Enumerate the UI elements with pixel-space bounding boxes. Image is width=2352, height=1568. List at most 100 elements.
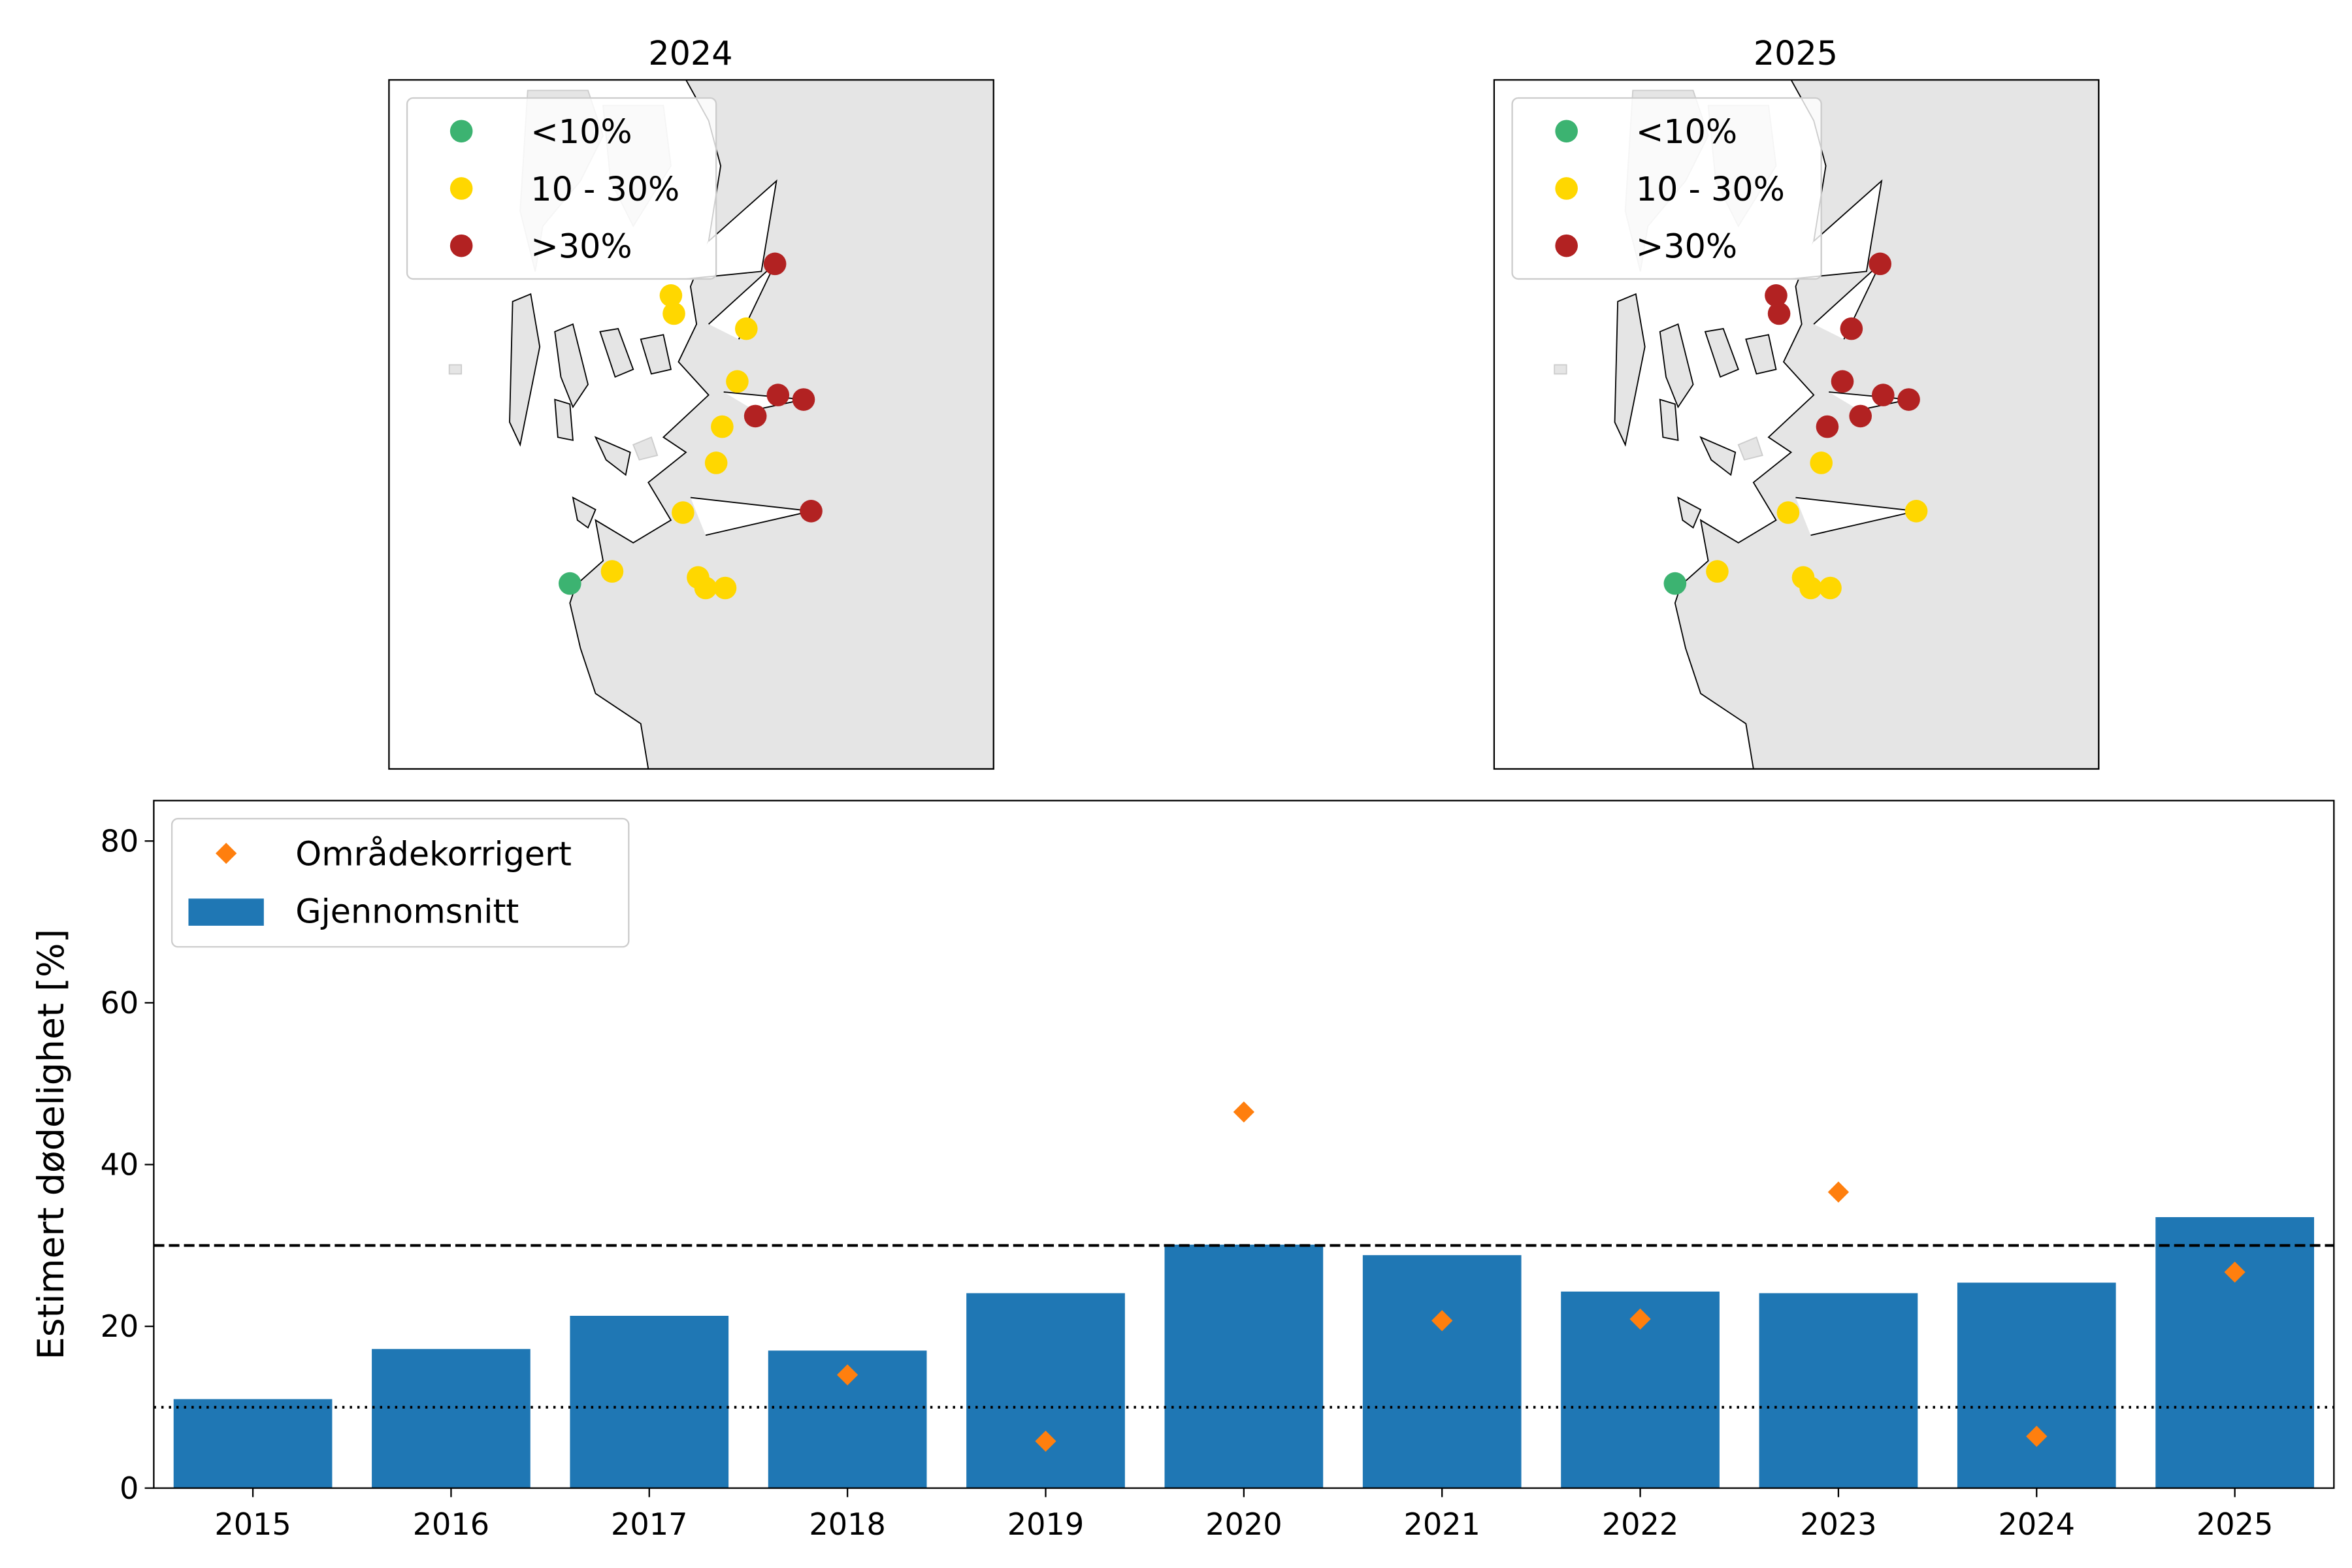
site-marker-R	[1831, 370, 1854, 393]
site-marker-G	[1663, 572, 1687, 595]
bar-2025	[2155, 1217, 2314, 1488]
site-marker-R	[1849, 404, 1872, 428]
site-marker-R	[1816, 415, 1839, 438]
site-marker-R	[1897, 388, 1920, 411]
legend-label: 10 - 30%	[531, 170, 679, 208]
y-tick-label: 20	[101, 1309, 139, 1344]
legend-marker-G	[449, 120, 473, 143]
legend-label: 10 - 30%	[1636, 170, 1785, 208]
bar-2024	[1957, 1282, 2116, 1488]
x-tick-label: 2016	[413, 1507, 489, 1542]
site-marker-R	[1869, 252, 1891, 276]
site-marker-R	[800, 500, 823, 523]
legend-label: Gjennomsnitt	[295, 892, 519, 930]
site-marker-Y	[1819, 576, 1842, 600]
island-faint	[1737, 436, 1763, 461]
island	[1659, 323, 1694, 409]
island	[1745, 334, 1777, 375]
bar-2016	[372, 1348, 531, 1488]
legend-label: >30%	[1636, 227, 1737, 266]
legend-frame	[171, 817, 630, 948]
legend-frame	[406, 97, 717, 280]
y-axis-label: Estimert dødelighet [%]	[31, 929, 73, 1360]
y-tick-label: 60	[101, 985, 139, 1021]
site-marker-Y	[600, 560, 624, 583]
site-marker-Y	[1776, 501, 1800, 524]
x-tick-label: 2019	[1007, 1507, 1084, 1542]
bar-2017	[570, 1315, 729, 1488]
site-marker-Y	[1904, 500, 1928, 523]
diamond-marker-2023	[1827, 1181, 1850, 1203]
island	[640, 334, 672, 375]
island	[599, 328, 634, 378]
bar-2020	[1164, 1245, 1324, 1488]
x-tick-label: 2020	[1205, 1507, 1282, 1542]
x-tick-label: 2025	[2197, 1507, 2273, 1542]
y-tick-label: 40	[101, 1147, 139, 1183]
x-tick-label: 2015	[214, 1507, 291, 1542]
diamond-marker-2022	[1629, 1308, 1651, 1330]
site-marker-R	[1767, 302, 1791, 325]
legend-label: Områdekorrigert	[295, 835, 572, 874]
site-marker-Y	[672, 501, 694, 524]
island-faint	[1554, 364, 1567, 375]
legend-patch-bar	[188, 898, 264, 926]
diamond-marker-2019	[1035, 1430, 1056, 1452]
island	[1614, 293, 1646, 447]
legend-marker-R	[449, 234, 473, 257]
legend-label: >30%	[531, 227, 632, 266]
x-tick-label: 2021	[1403, 1507, 1480, 1542]
map-legend: <10% 10 - 30% >30%	[406, 97, 717, 280]
legend-frame	[1511, 97, 1822, 280]
site-marker-Y	[726, 370, 749, 393]
site-marker-Y	[1706, 560, 1729, 583]
map-title: 2025	[1754, 34, 1838, 73]
map-frame	[388, 79, 994, 770]
island-faint	[448, 364, 463, 375]
site-marker-R	[1765, 284, 1788, 307]
map-title: 2024	[648, 34, 732, 73]
y-tick-label: 0	[120, 1471, 139, 1506]
legend-marker-G	[1555, 120, 1578, 143]
site-marker-R	[766, 384, 790, 406]
island	[594, 436, 631, 476]
island	[572, 496, 596, 529]
island	[1677, 496, 1702, 529]
x-tick-label: 2023	[1800, 1507, 1876, 1542]
legend-label: <10%	[531, 112, 632, 151]
site-marker-R	[763, 252, 787, 276]
island	[1659, 399, 1679, 441]
site-marker-Y	[662, 302, 685, 325]
x-tick-label: 2017	[611, 1507, 687, 1542]
map-frame	[1493, 79, 2100, 770]
map-panel-2024: 2024 <10% 10 - 30% >30%	[388, 34, 994, 770]
island	[554, 323, 589, 409]
island-faint	[632, 436, 659, 461]
bar-2021	[1362, 1255, 1522, 1488]
site-marker-R	[1872, 384, 1895, 406]
site-marker-Y	[704, 451, 728, 474]
bar-2023	[1759, 1293, 1918, 1488]
map-panel-2025: 2025 <10% 10 - 30% >30%	[1493, 34, 2100, 770]
island	[554, 399, 574, 441]
site-marker-R	[1840, 317, 1863, 340]
diamond-marker-2024	[2026, 1426, 2048, 1447]
island	[1699, 436, 1737, 476]
site-marker-Y	[711, 415, 734, 438]
legend-marker-Y	[449, 177, 473, 200]
site-marker-Y	[713, 576, 737, 600]
legend-marker-R	[1555, 234, 1578, 257]
site-marker-Y	[735, 317, 758, 340]
site-marker-R	[792, 388, 815, 411]
site-marker-Y	[694, 576, 717, 600]
bar-2015	[173, 1399, 333, 1488]
site-marker-Y	[1810, 451, 1833, 474]
chart-legend: Områdekorrigert Gjennomsnitt	[171, 817, 630, 948]
legend-label: <10%	[1636, 112, 1737, 151]
map-legend: <10% 10 - 30% >30%	[1511, 97, 1822, 280]
x-tick-label: 2024	[1999, 1507, 2075, 1542]
legend-marker-Y	[1555, 177, 1578, 200]
site-marker-Y	[659, 284, 683, 307]
x-tick-label: 2018	[809, 1507, 885, 1542]
